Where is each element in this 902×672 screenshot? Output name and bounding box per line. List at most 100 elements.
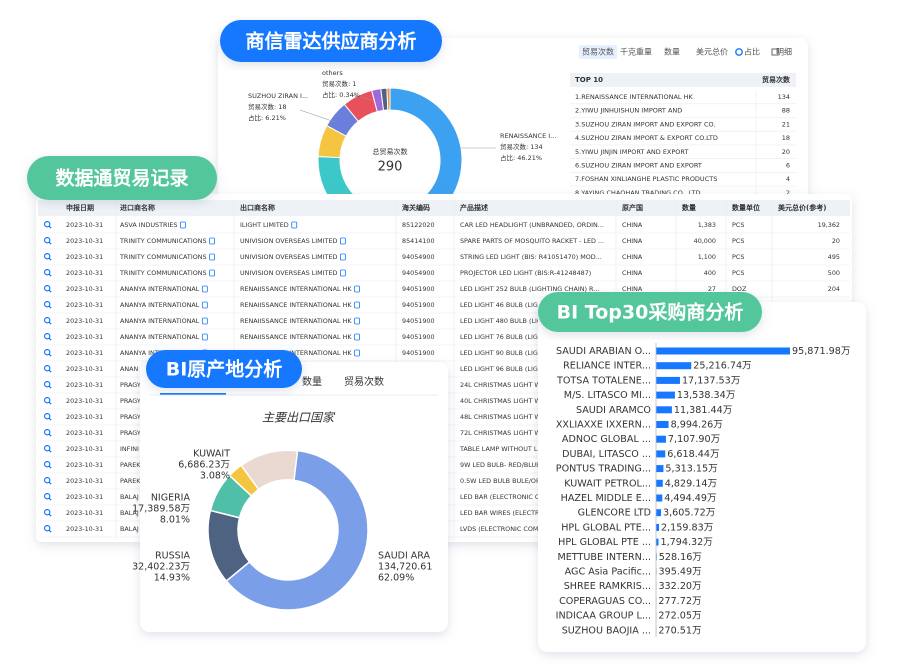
table-cell: TRINITY COMMUNICATIONS — [119, 237, 207, 245]
search-icon[interactable] — [44, 301, 52, 309]
bar-label: KUWAIT PETROL... — [564, 478, 651, 489]
search-icon[interactable] — [44, 477, 52, 485]
table-cell: 2023-10-31 — [66, 493, 103, 501]
link-icon[interactable] — [340, 237, 346, 245]
search-icon[interactable] — [44, 381, 52, 389]
tab[interactable]: 占比 — [744, 47, 760, 57]
search-icon[interactable] — [44, 221, 52, 229]
bar-label: RELIANCE INTER... — [563, 361, 651, 372]
chart-subtitle: 主要出口国家 — [262, 411, 336, 425]
search-icon[interactable] — [44, 349, 52, 357]
table-cell: 2023-10-31 — [66, 397, 103, 405]
link-icon[interactable] — [340, 269, 346, 277]
bar-value: 272.05万 — [658, 611, 701, 622]
link-icon[interactable] — [201, 333, 208, 341]
link-icon[interactable] — [354, 333, 360, 341]
search-icon[interactable] — [44, 253, 52, 261]
search-icon[interactable] — [44, 429, 52, 437]
tab[interactable]: 千克重量 — [620, 47, 652, 57]
search-icon-lens — [44, 509, 51, 516]
bar-label: SHREE RAMKRIS... — [564, 581, 651, 592]
link-icon[interactable] — [291, 221, 298, 229]
table-cell: 40,000 — [694, 237, 716, 245]
table-cell: PRAGY — [120, 413, 141, 421]
search-icon-lens — [44, 525, 51, 532]
top10-name: 5.YIWU JINJIN IMPORT AND EXPORT — [575, 148, 688, 156]
search-icon-handle — [48, 241, 52, 245]
table-cell: RENAIISSANCE INTERNATIONAL HK — [240, 333, 352, 341]
bar-label: SUZHOU BAOJIA ... — [562, 625, 651, 636]
table-cell: LED LIGHT 46 BULB (LIG — [460, 301, 538, 309]
search-icon-lens — [44, 429, 51, 436]
table-cell: BALAJ — [120, 509, 139, 517]
search-icon-handle — [48, 289, 52, 293]
link-icon[interactable] — [209, 253, 215, 261]
table-cell: 48L CHRISTMAS LIGHT W — [460, 413, 541, 421]
link-icon[interactable] — [209, 269, 215, 277]
table-cell: 2023-10-31 — [66, 221, 103, 229]
pie-icon — [735, 48, 743, 56]
link-icon[interactable] — [354, 301, 360, 309]
search-icon[interactable] — [44, 317, 52, 325]
tab[interactable]: 美元总价 — [696, 47, 728, 57]
top10-header-bg — [570, 73, 796, 87]
search-icon[interactable] — [44, 365, 52, 373]
search-icon-lens — [44, 365, 51, 372]
search-icon-handle — [48, 465, 52, 469]
search-icon-handle — [48, 481, 52, 485]
link-icon[interactable] — [201, 317, 208, 325]
table-cell: 72L CHRISTMAS LIGHT W — [460, 429, 541, 437]
table-cell: DOZ — [732, 285, 747, 293]
search-icon[interactable] — [44, 333, 52, 341]
link-icon[interactable] — [340, 253, 346, 261]
search-icon-handle — [48, 273, 52, 277]
bar-label: COPERAGUAS CO... — [559, 596, 651, 607]
table-cell: 94051900 — [402, 317, 435, 325]
bar — [656, 523, 660, 531]
tab[interactable]: 贸易次数 — [582, 47, 614, 57]
buyer-card — [538, 302, 866, 652]
segment-name: SAUDI ARA — [378, 551, 431, 562]
table-cell: 2023-10-31 — [66, 253, 103, 261]
table-cell: LED LIGHT 252 BULB (LIGHTING CHAIN) R... — [460, 285, 599, 293]
link-icon[interactable] — [201, 285, 208, 293]
table-cell: LVDS (ELECTRONIC COMP — [460, 525, 542, 533]
bar-value: 13,538.34万 — [677, 390, 735, 401]
link-icon[interactable] — [201, 301, 208, 309]
search-icon[interactable] — [44, 525, 52, 533]
table-cell: 495 — [828, 253, 840, 261]
tab[interactable]: 贸易次数 — [344, 375, 384, 388]
segment-name: RUSSIA — [155, 551, 190, 562]
bar-value: 11,381.44万 — [674, 405, 732, 416]
segment-name: NIGERIA — [151, 493, 191, 504]
badge-title: BI原产地分析 — [166, 358, 283, 381]
tab[interactable]: 数量 — [664, 47, 680, 57]
search-icon[interactable] — [44, 397, 52, 405]
search-icon[interactable] — [44, 237, 52, 245]
link-icon[interactable] — [354, 285, 360, 293]
donut-segment — [225, 449, 369, 611]
supplier-card — [218, 38, 808, 208]
link-icon[interactable] — [354, 317, 360, 325]
search-icon[interactable] — [44, 413, 52, 421]
callout-name: RENAISSANCE I... — [500, 132, 556, 140]
bar-label: PONTUS TRADING... — [556, 464, 651, 475]
link-icon[interactable] — [209, 237, 215, 245]
tab[interactable]: 明细 — [776, 47, 792, 57]
search-icon[interactable] — [44, 269, 52, 277]
tab[interactable]: 数量 — [302, 375, 322, 388]
bar-value: 6,618.44万 — [667, 449, 719, 460]
search-icon[interactable] — [44, 493, 52, 501]
search-icon-lens — [44, 397, 51, 404]
search-icon-handle — [48, 337, 52, 341]
table-cell: PRAGY — [120, 429, 141, 437]
search-icon[interactable] — [44, 461, 52, 469]
link-icon[interactable] — [180, 221, 186, 229]
search-icon[interactable] — [44, 445, 52, 453]
table-cell: PCS — [732, 237, 744, 245]
link-icon[interactable] — [354, 349, 360, 357]
table-cell: LED LIGHT 96 BULB (LIG — [460, 365, 538, 373]
search-icon[interactable] — [44, 285, 52, 293]
search-icon-lens — [44, 413, 51, 420]
search-icon[interactable] — [44, 509, 52, 517]
